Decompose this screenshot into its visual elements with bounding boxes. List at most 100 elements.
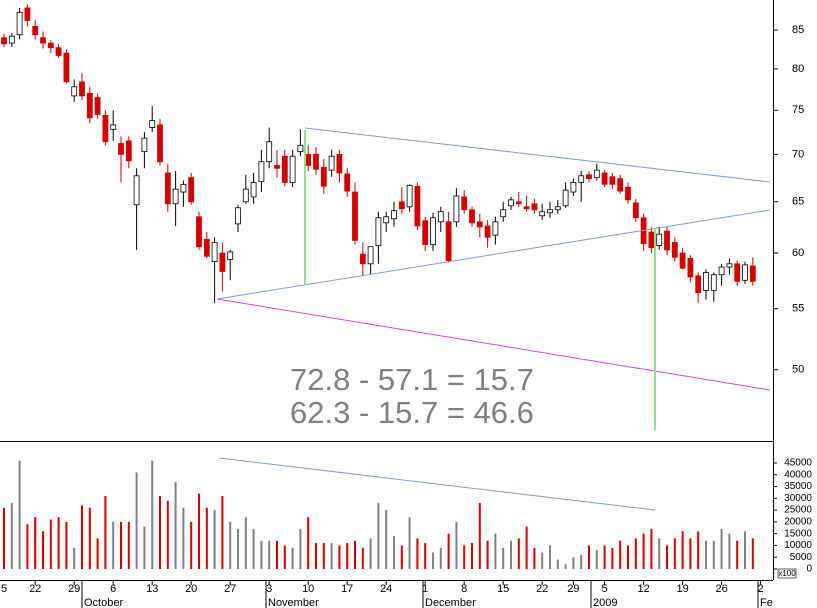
- volume-bar: [112, 521, 115, 569]
- candle-body: [125, 140, 132, 162]
- x-tick-label: 15: [497, 583, 509, 595]
- volume-bar: [408, 517, 411, 569]
- candle-body: [274, 165, 280, 169]
- candle-body: [664, 230, 670, 251]
- candle-body: [266, 141, 273, 163]
- volume-bar: [681, 531, 684, 569]
- volume-bar: [65, 521, 68, 569]
- volume-tick-label: 5000: [790, 552, 813, 563]
- candle-body: [227, 251, 234, 260]
- volume-bar: [174, 481, 177, 569]
- volume-bar: [369, 538, 372, 569]
- x-tick-label: 2: [758, 583, 764, 595]
- volume-bar: [432, 552, 434, 569]
- month-label: November: [268, 597, 319, 608]
- candle-body: [258, 161, 265, 182]
- annotation: 72.8 - 57.1 = 15.7: [290, 362, 534, 397]
- volume-bar: [57, 517, 60, 569]
- candle-body: [110, 124, 117, 130]
- trendlines: [216, 127, 771, 511]
- candle-body: [671, 242, 678, 258]
- volume-bar: [276, 540, 278, 569]
- volume-bar: [478, 503, 481, 569]
- volume-bar: [744, 531, 746, 569]
- y-tick-label: 80: [792, 63, 804, 75]
- candle-body: [476, 221, 483, 228]
- volume-bar: [81, 505, 83, 569]
- candle-body: [336, 153, 343, 174]
- volume-bar: [268, 540, 271, 569]
- month-label: Fe: [760, 597, 773, 608]
- volume-bar: [127, 521, 130, 569]
- volume-bar: [502, 547, 505, 569]
- x-tick-label: 1: [422, 583, 428, 595]
- candle-body: [523, 206, 530, 210]
- volume-bar: [315, 543, 317, 569]
- candle-body: [531, 203, 538, 211]
- volume-bar: [666, 545, 668, 569]
- candle-body: [453, 195, 460, 223]
- candle-body: [609, 176, 616, 185]
- volume-bar: [42, 531, 44, 569]
- volume-bar: [237, 528, 239, 569]
- plot: [1, 4, 756, 569]
- candle-body: [55, 47, 62, 56]
- candle-body: [749, 265, 756, 282]
- volume-bar: [322, 543, 325, 569]
- volume-bar: [229, 521, 232, 569]
- volume-bar: [104, 495, 107, 569]
- volume-bar: [205, 507, 208, 569]
- candle-body: [710, 274, 717, 291]
- candle-body: [570, 182, 577, 193]
- x-tick-label: 6: [110, 583, 116, 595]
- volume-bar: [26, 524, 29, 569]
- volume-bar: [595, 550, 598, 569]
- volume-tick-label: 30000: [784, 493, 812, 504]
- candle-body: [422, 220, 429, 245]
- volume-trendline: [218, 457, 656, 511]
- volume-bar: [619, 540, 622, 569]
- volume-bar: [338, 545, 341, 569]
- volume-bar: [634, 538, 637, 569]
- volume-bar: [603, 545, 606, 569]
- trendline: [216, 298, 771, 391]
- candle-body: [1, 37, 7, 45]
- candle-body: [593, 169, 600, 179]
- volume-bar: [10, 503, 13, 569]
- volume-bar: [151, 460, 154, 569]
- volume-bar: [307, 517, 310, 569]
- volume-bar: [627, 545, 629, 569]
- volume-tick-label: 25000: [784, 505, 812, 516]
- candle-body: [281, 155, 288, 183]
- volume-bar: [697, 531, 700, 569]
- candle-body: [86, 93, 93, 119]
- x-tick-label: 12: [637, 583, 649, 595]
- volume-unit: x100: [778, 569, 796, 578]
- candle-body: [695, 275, 702, 294]
- volume-bar: [471, 543, 473, 569]
- volume-bar: [221, 495, 224, 569]
- volume-bar: [650, 528, 653, 569]
- x-tick-label: 22: [536, 583, 548, 595]
- volume-bar: [556, 559, 559, 569]
- candle-body: [718, 266, 725, 276]
- x-tick-label: 29: [567, 583, 579, 595]
- volume-tick-label: 40000: [784, 469, 812, 480]
- candle-body: [180, 183, 187, 193]
- candle-body: [648, 231, 655, 249]
- volume-bar: [49, 519, 52, 569]
- volume-bar: [346, 543, 349, 569]
- x-tick-label: 10: [302, 583, 314, 595]
- volume-bar: [463, 545, 466, 569]
- candle-body: [352, 191, 358, 241]
- x-tick-label: 17: [341, 583, 353, 595]
- candle-body: [547, 209, 553, 214]
- candle-body: [632, 202, 639, 219]
- candle-body: [118, 143, 124, 155]
- candle-body: [79, 81, 85, 97]
- candle-body: [313, 153, 319, 170]
- x-tick-label: 5: [1, 583, 7, 595]
- candle-body: [94, 97, 101, 115]
- candle-body: [219, 252, 226, 272]
- candle-body: [726, 263, 733, 268]
